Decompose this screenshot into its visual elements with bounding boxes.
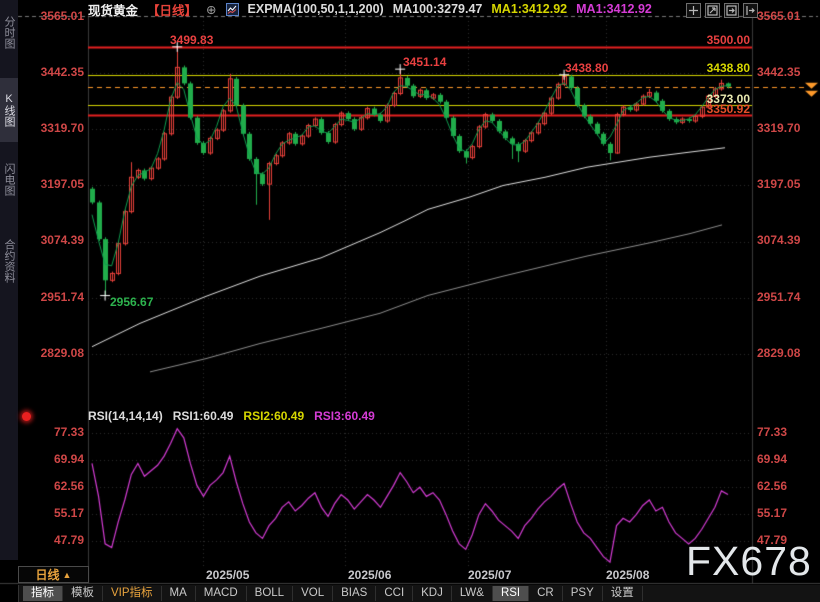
- price-axis-label: 3319.70: [40, 121, 84, 135]
- price-axis-label: 3442.35: [40, 65, 84, 79]
- price-axis-label: 3565.01: [40, 9, 84, 23]
- tab-cr[interactable]: CR: [529, 586, 563, 601]
- rsi-axis-label: 77.33: [53, 425, 84, 439]
- xaxis-month-label: 2025/05: [206, 568, 250, 582]
- rsi-header: RSI(14,14,14) RSI1:60.49 RSI2:60.49 RSI3…: [88, 409, 375, 423]
- shift-right-icon[interactable]: [743, 3, 758, 18]
- price-axis-label: 3442.35: [757, 65, 801, 79]
- chevron-up-icon: ▲: [62, 569, 72, 580]
- rsi1-value: RSI1:60.49: [172, 409, 234, 423]
- sidebar-item-lightning[interactable]: 闪电图: [3, 162, 15, 196]
- rsi-axis-label: 69.94: [53, 452, 84, 466]
- rsi2-value: RSI2:60.49: [243, 409, 305, 423]
- tab-template[interactable]: 模板: [63, 586, 103, 601]
- annotation-high-3451: 3451.14: [403, 55, 447, 69]
- tab-boll[interactable]: BOLL: [247, 586, 294, 601]
- rsi-axis-label: 47.79: [757, 533, 788, 547]
- price-axis-label: 3074.39: [40, 233, 84, 247]
- price-axis-label: 3197.05: [757, 177, 801, 191]
- tab-settings[interactable]: 设置: [603, 586, 643, 601]
- price-axis-label: 2951.74: [40, 290, 84, 304]
- period-title: 【日线】: [147, 3, 198, 18]
- price-axis-label: 3074.39: [757, 233, 801, 247]
- price-axis-label: 2951.74: [757, 290, 801, 304]
- tab-vol[interactable]: VOL: [293, 586, 334, 601]
- price-axis-label: 3565.01: [757, 9, 801, 23]
- rsi-axis-label: 62.56: [53, 479, 84, 493]
- crosshair-icon[interactable]: [686, 3, 701, 18]
- rsi-formula: RSI(14,14,14): [88, 409, 163, 423]
- tab-vip-indicator[interactable]: VIP指标: [103, 586, 162, 601]
- left-sidebar: 分时图 K线图 闪电图 合约资料: [0, 0, 18, 560]
- sidebar-item-timeshare[interactable]: 分时图: [3, 15, 15, 49]
- price-axis-label: 3319.70: [757, 121, 801, 135]
- indicator-formula: EXPMA(100,50,1,1,200): [247, 2, 384, 16]
- xaxis-month-label: 2025/08: [606, 568, 650, 582]
- period-selector[interactable]: 日线 ▲: [18, 566, 89, 583]
- hline-label-3350: 3350.92: [706, 102, 750, 116]
- price-axis-label: 2829.08: [757, 346, 801, 360]
- tab-ma[interactable]: MA: [162, 586, 196, 601]
- price-axis-label: 2829.08: [40, 346, 84, 360]
- zoom-range-icon[interactable]: [705, 3, 720, 18]
- xaxis-month-label: 2025/06: [348, 568, 392, 582]
- annotation-high-3499: 3499.83: [170, 33, 214, 47]
- rsi-axis-label: 69.94: [757, 452, 788, 466]
- annotation-high-3438: 3438.80: [565, 61, 609, 75]
- rsi-settings-icon[interactable]: [22, 412, 31, 421]
- fx678-watermark: FX678: [686, 538, 812, 584]
- hline-label-3373: 3373.00: [706, 92, 750, 106]
- rsi-axis-label: 77.33: [757, 425, 788, 439]
- ma1-value-yellow: MA1:3412.92: [491, 2, 568, 16]
- ma100-value: MA100:3279.47: [392, 2, 483, 16]
- add-indicator-icon[interactable]: ⊕: [206, 2, 217, 17]
- tab-indicator[interactable]: 指标: [23, 586, 63, 601]
- rsi3-value: RSI3:60.49: [314, 409, 375, 423]
- tab-macd[interactable]: MACD: [196, 586, 247, 601]
- indicator-chart-icon[interactable]: [225, 2, 239, 16]
- sidebar-item-kline[interactable]: K线图: [0, 78, 18, 142]
- sidebar-item-contract-info[interactable]: 合约资料: [3, 239, 15, 283]
- indicator-tabbar: 指标 模板 VIP指标 MA MACD BOLL VOL BIAS CCI KD…: [18, 585, 820, 602]
- hline-label-3438: 3438.80: [706, 61, 750, 75]
- rsi-axis-label: 47.79: [53, 533, 84, 547]
- tab-lw[interactable]: LW&: [452, 586, 493, 601]
- period-selector-label: 日线: [35, 568, 60, 582]
- tab-kdj[interactable]: KDJ: [413, 586, 452, 601]
- ma1-value-magenta: MA1:3412.92: [576, 2, 652, 16]
- symbol-title: 现货黄金: [88, 3, 139, 18]
- price-axis-label: 3197.05: [40, 177, 84, 191]
- tab-rsi[interactable]: RSI: [492, 586, 530, 601]
- chart-toolbar: [686, 3, 758, 18]
- tab-cci[interactable]: CCI: [376, 586, 414, 601]
- pan-right-icon[interactable]: [724, 3, 739, 18]
- rsi-axis-label: 55.17: [757, 506, 788, 520]
- chart-header: 现货黄金 【日线】 ⊕ EXPMA(100,50,1,1,200) MA100:…: [88, 1, 652, 18]
- hline-label-3500: 3500.00: [706, 33, 750, 47]
- tab-bias[interactable]: BIAS: [333, 586, 377, 601]
- tab-psy[interactable]: PSY: [563, 586, 603, 601]
- rsi-axis-label: 55.17: [53, 506, 84, 520]
- annotation-low-2956: 2956.67: [110, 295, 154, 309]
- xaxis-month-label: 2025/07: [468, 568, 512, 582]
- rsi-axis-label: 62.56: [757, 479, 788, 493]
